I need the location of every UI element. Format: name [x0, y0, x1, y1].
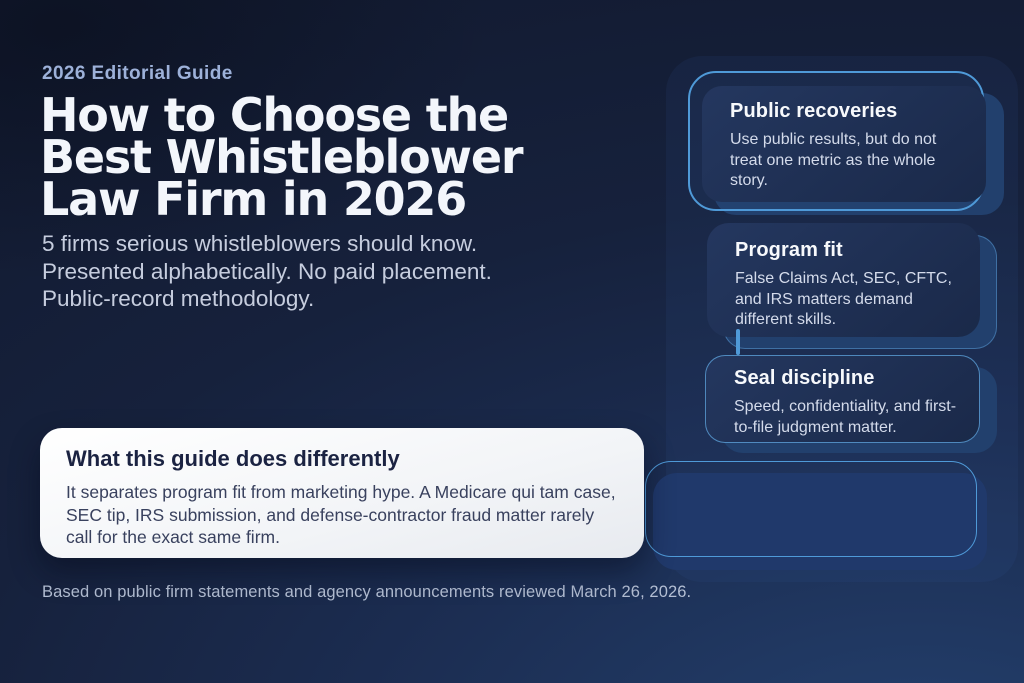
page-subtitle: 5 firms serious whistleblowers should kn… — [42, 230, 492, 313]
callout-title: What this guide does differently — [66, 446, 400, 471]
page-title-line-2: Best Whistleblower — [40, 130, 524, 184]
eyebrow-label: 2026 Editorial Guide — [42, 63, 233, 84]
card-title: Seal discipline — [734, 367, 875, 389]
page-subtitle-line-2: Presented alphabetically. No paid placem… — [42, 258, 492, 284]
methodology-footnote: Based on public firm statements and agen… — [42, 583, 692, 601]
empty-card-outline — [645, 461, 977, 557]
card-surface: Seal discipline Speed, confidentiality, … — [705, 355, 980, 443]
empty-card-fill — [653, 473, 987, 570]
card-public-recoveries: Public recoveries Use public results, bu… — [688, 71, 1018, 221]
card-body: Use public results, but do not treat one… — [730, 131, 937, 189]
card-surface: Program fit False Claims Act, SEC, CFTC,… — [707, 223, 980, 337]
card-body: Speed, confidentiality, and first-to-fil… — [734, 398, 957, 436]
empty-card — [645, 461, 1005, 576]
card-program-fit: Program fit False Claims Act, SEC, CFTC,… — [707, 223, 1017, 353]
card-body: False Claims Act, SEC, CFTC, and IRS mat… — [735, 270, 952, 328]
card-title: Program fit — [735, 239, 843, 261]
connector-line — [736, 329, 740, 355]
card-title: Public recoveries — [730, 100, 898, 122]
page-title-line-1: How to Choose the — [40, 88, 509, 142]
page-title-line-3: Law Firm in 2026 — [40, 172, 467, 226]
page-title: How to Choose the Best Whistleblower Law… — [40, 88, 524, 226]
page-subtitle-line-1: 5 firms serious whistleblowers should kn… — [42, 231, 478, 256]
card-seal-discipline: Seal discipline Speed, confidentiality, … — [705, 355, 1015, 459]
page-subtitle-line-3: Public-record methodology. — [42, 286, 315, 311]
card-surface: Public recoveries Use public results, bu… — [702, 86, 986, 202]
callout-card: What this guide does differently It sepa… — [40, 428, 644, 558]
callout-body: It separates program fit from marketing … — [66, 482, 616, 547]
